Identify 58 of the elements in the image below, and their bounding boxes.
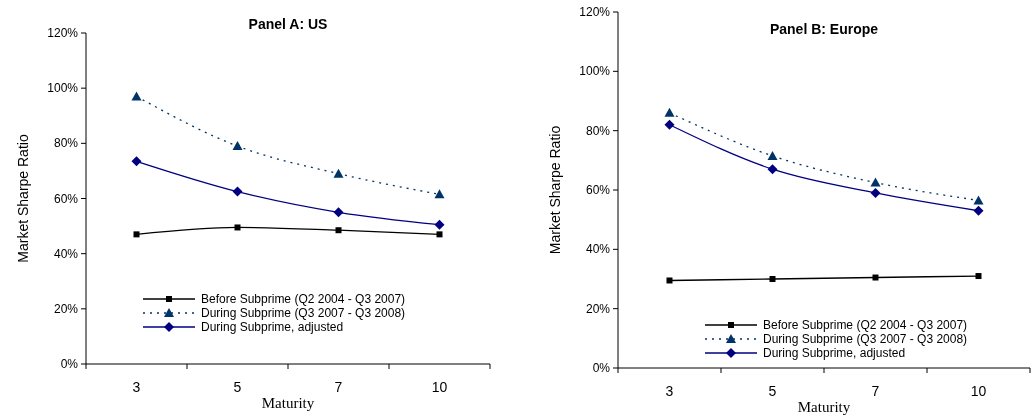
y-tick-label: 0% bbox=[592, 361, 611, 375]
x-tick-label: 5 bbox=[768, 383, 777, 399]
point bbox=[333, 207, 344, 218]
point bbox=[872, 274, 879, 281]
point bbox=[131, 91, 142, 101]
point bbox=[975, 273, 982, 280]
point bbox=[973, 205, 984, 216]
point bbox=[767, 164, 778, 175]
y-tick-label: 60% bbox=[53, 191, 79, 206]
y-tick-label: 120% bbox=[47, 26, 79, 40]
x-tick-label: 3 bbox=[665, 383, 674, 399]
x-tick-label: 10 bbox=[431, 379, 448, 395]
y-tick-label: 100% bbox=[579, 64, 611, 79]
x-axis-title: Maturity bbox=[797, 399, 851, 415]
x-axis-title: Maturity bbox=[261, 395, 315, 411]
point bbox=[436, 231, 443, 238]
x-tick-label: 7 bbox=[334, 379, 343, 395]
point bbox=[335, 227, 342, 234]
y-tick-label: 0% bbox=[60, 357, 79, 371]
legend-label: Before Subprime (Q2 2004 - Q3 2007) bbox=[763, 318, 968, 332]
point bbox=[870, 177, 881, 187]
y-tick-label: 60% bbox=[585, 183, 611, 197]
point bbox=[333, 168, 344, 178]
point bbox=[232, 186, 243, 197]
legend-label: During Subprime, adjusted bbox=[201, 320, 344, 334]
text: Panel B: Europe bbox=[769, 21, 879, 37]
y-tick-label: 20% bbox=[585, 301, 611, 316]
point bbox=[664, 107, 675, 117]
point bbox=[870, 187, 881, 198]
y-tick-label: 80% bbox=[585, 123, 611, 138]
y-tick-label: 40% bbox=[585, 242, 611, 257]
point bbox=[434, 219, 445, 230]
point bbox=[664, 119, 675, 130]
point bbox=[769, 276, 776, 282]
y-tick-label: 20% bbox=[53, 301, 79, 316]
x-tick-label: 3 bbox=[132, 379, 141, 395]
point bbox=[666, 277, 673, 284]
x-tick-label: 5 bbox=[233, 379, 242, 395]
point bbox=[434, 189, 445, 199]
point bbox=[767, 150, 778, 160]
legend-label: Before Subprime (Q2 2004 - Q3 2007) bbox=[201, 292, 406, 306]
chart-title: Panel A: US bbox=[248, 16, 328, 32]
point bbox=[133, 231, 140, 238]
point bbox=[973, 195, 984, 205]
legend-label: During Subprime, adjusted bbox=[763, 346, 906, 360]
point bbox=[234, 224, 241, 231]
y-tick-label: 40% bbox=[53, 246, 79, 261]
legend-label: During Subprime (Q3 2007 - Q3 2008) bbox=[201, 306, 406, 320]
legend-label: During Subprime (Q3 2007 - Q3 2008) bbox=[763, 332, 968, 346]
point bbox=[232, 141, 243, 151]
y-axis-title: Market Sharpe Ratio bbox=[15, 134, 31, 263]
x-tick-label: 7 bbox=[871, 383, 880, 399]
y-axis-title: Market Sharpe Ratio bbox=[547, 125, 563, 255]
point bbox=[131, 156, 142, 167]
y-tick-label: 100% bbox=[47, 81, 79, 96]
y-tick-label: 80% bbox=[53, 136, 79, 151]
y-tick-label: 120% bbox=[579, 5, 611, 19]
x-tick-label: 10 bbox=[970, 383, 987, 399]
